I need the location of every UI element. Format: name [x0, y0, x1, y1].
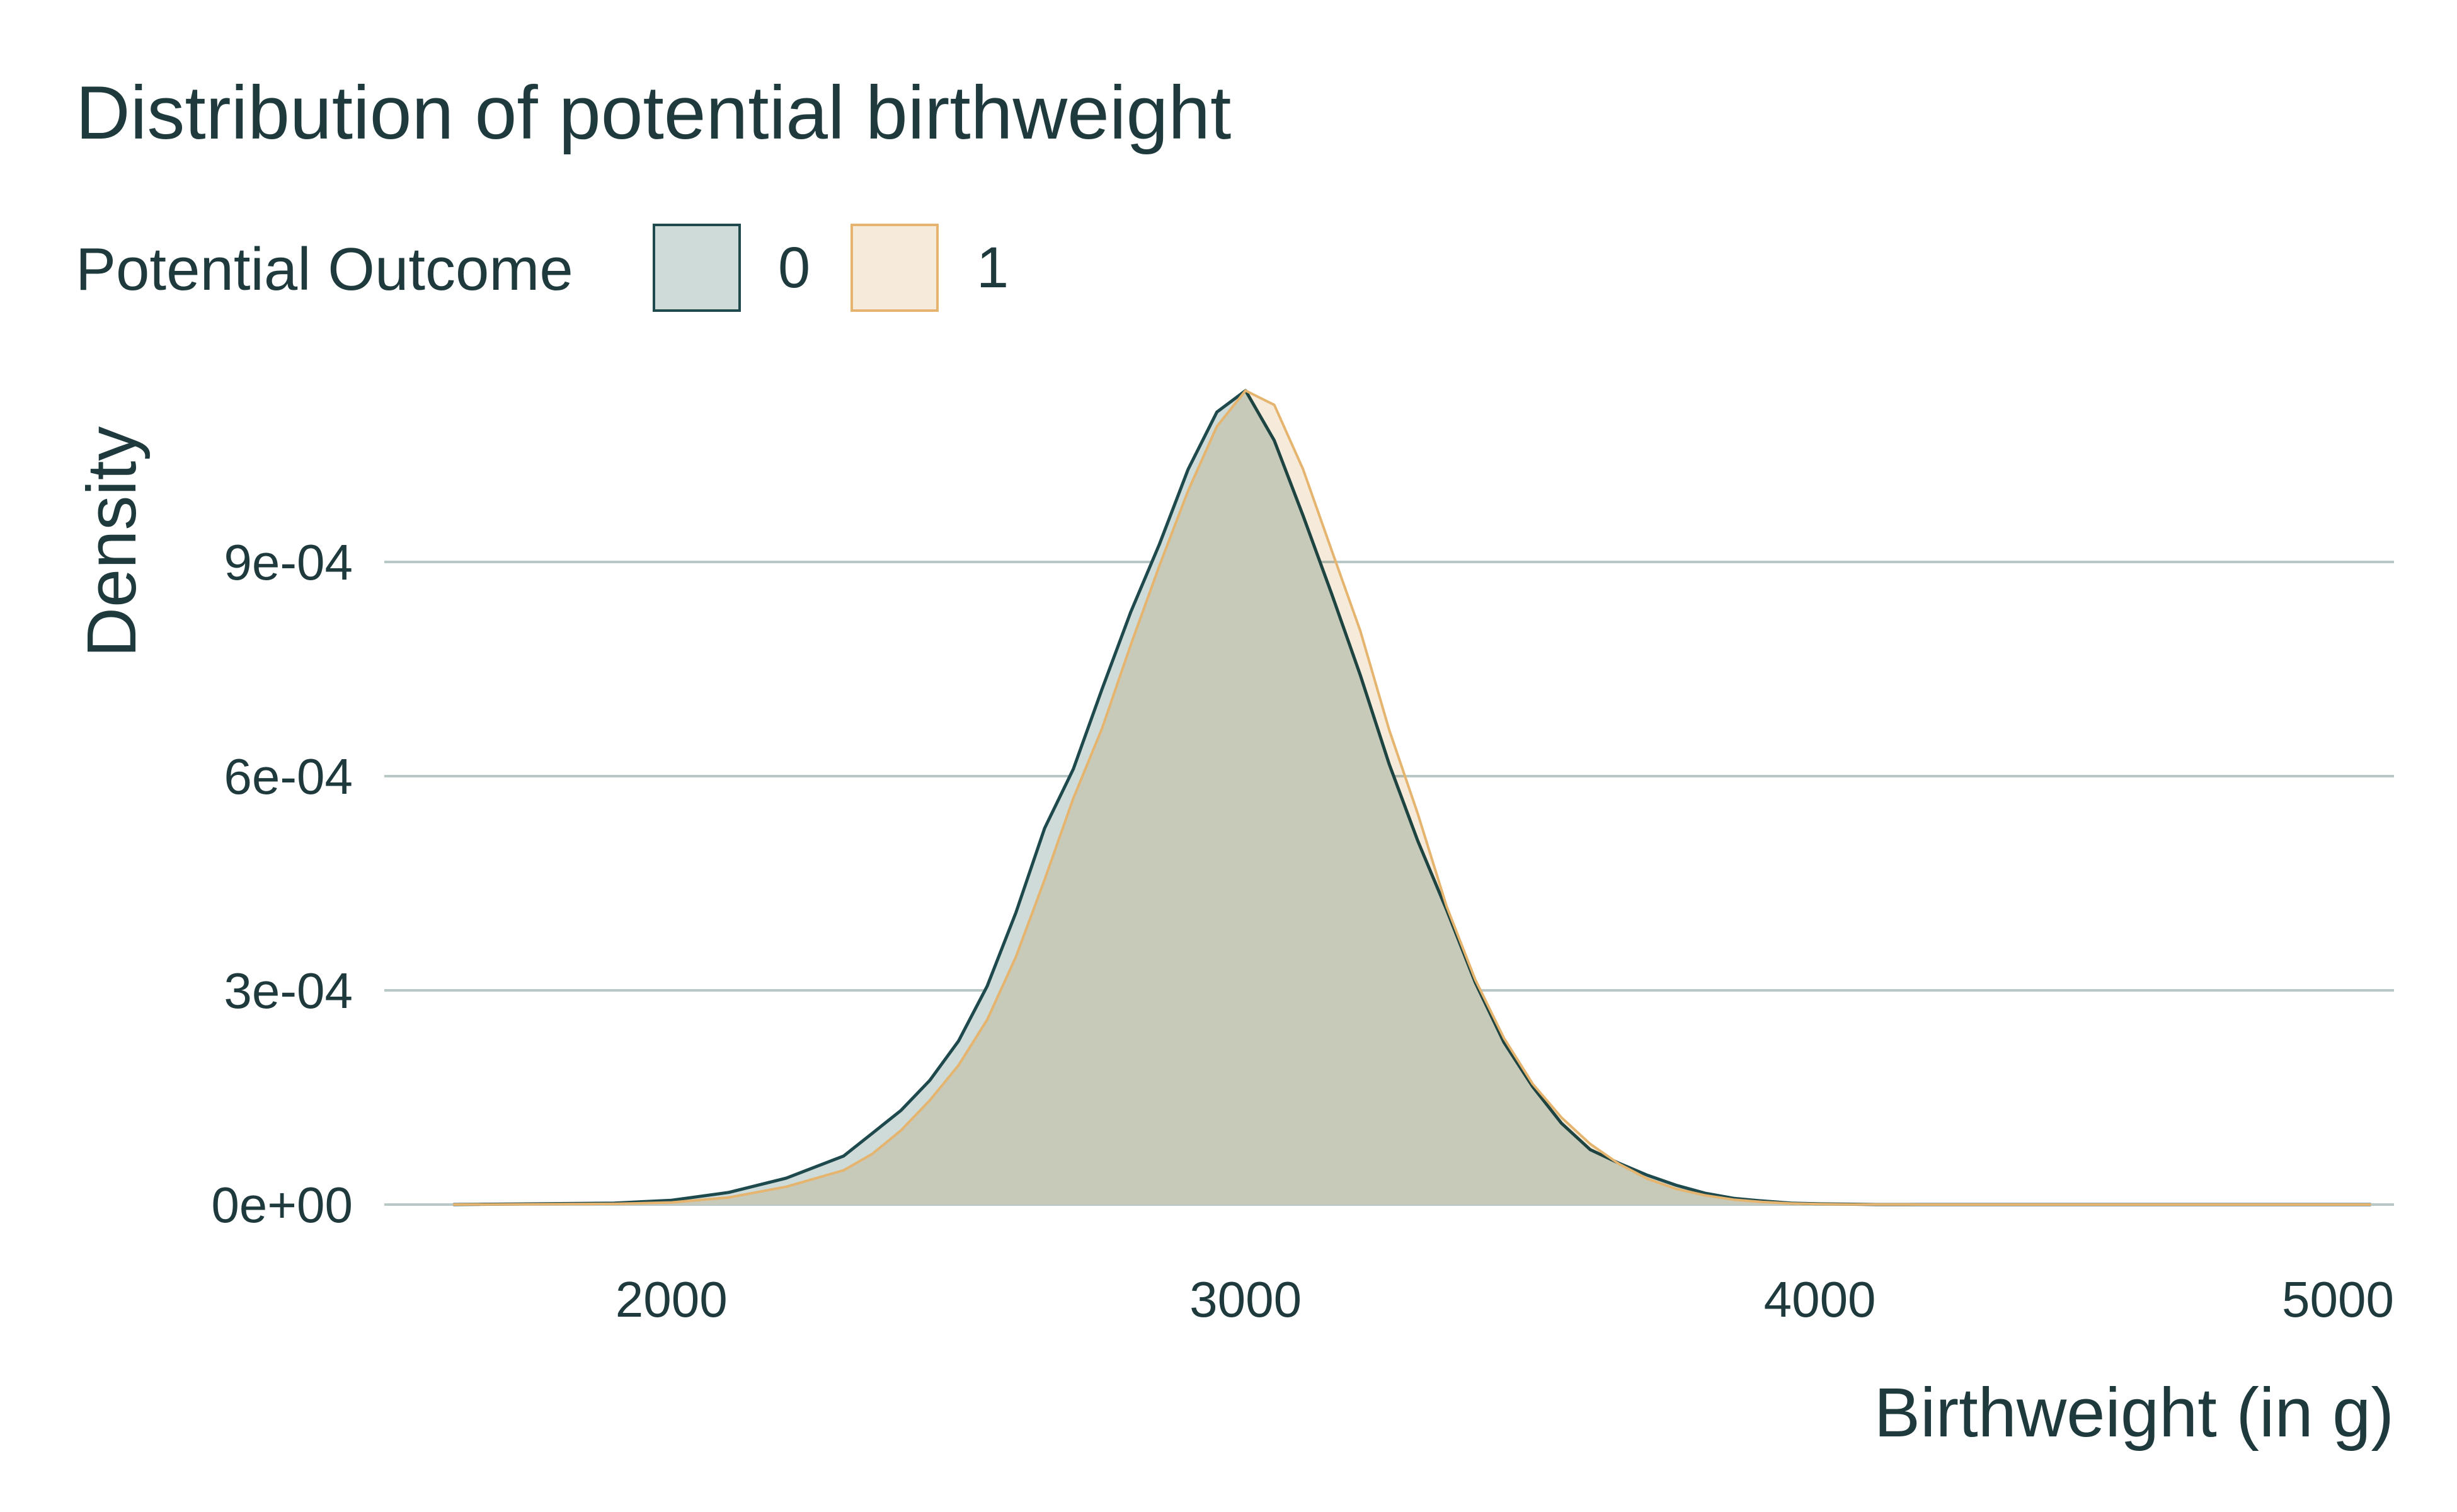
y-tick-label: 3e-04: [224, 963, 353, 1019]
density-line-1: [453, 389, 2371, 1206]
x-tick-label: 5000: [2282, 1271, 2394, 1327]
legend-label-0: 0: [778, 236, 810, 300]
y-axis-ticks: 0e+00 3e-04 6e-04 9e-04: [211, 534, 353, 1233]
x-tick-label: 3000: [1189, 1271, 1302, 1327]
legend-swatch-0: [653, 224, 741, 312]
y-tick-label: 9e-04: [224, 534, 353, 590]
legend-label-1: 1: [976, 236, 1009, 300]
x-axis-title: Birthweight (in g): [1874, 1374, 2394, 1452]
x-tick-label: 4000: [1764, 1271, 1876, 1327]
legend-title: Potential Outcome: [76, 236, 573, 303]
chart-title: Distribution of potential birthweight: [76, 71, 1231, 155]
x-axis-ticks: 2000 3000 4000 5000: [616, 1271, 2394, 1327]
x-tick-label: 2000: [616, 1271, 728, 1327]
density-areas: [453, 389, 2371, 1206]
y-axis-title: Density: [73, 427, 151, 658]
legend-swatch-1: [850, 224, 939, 312]
y-tick-label: 6e-04: [224, 748, 353, 805]
y-tick-label: 0e+00: [211, 1177, 353, 1233]
